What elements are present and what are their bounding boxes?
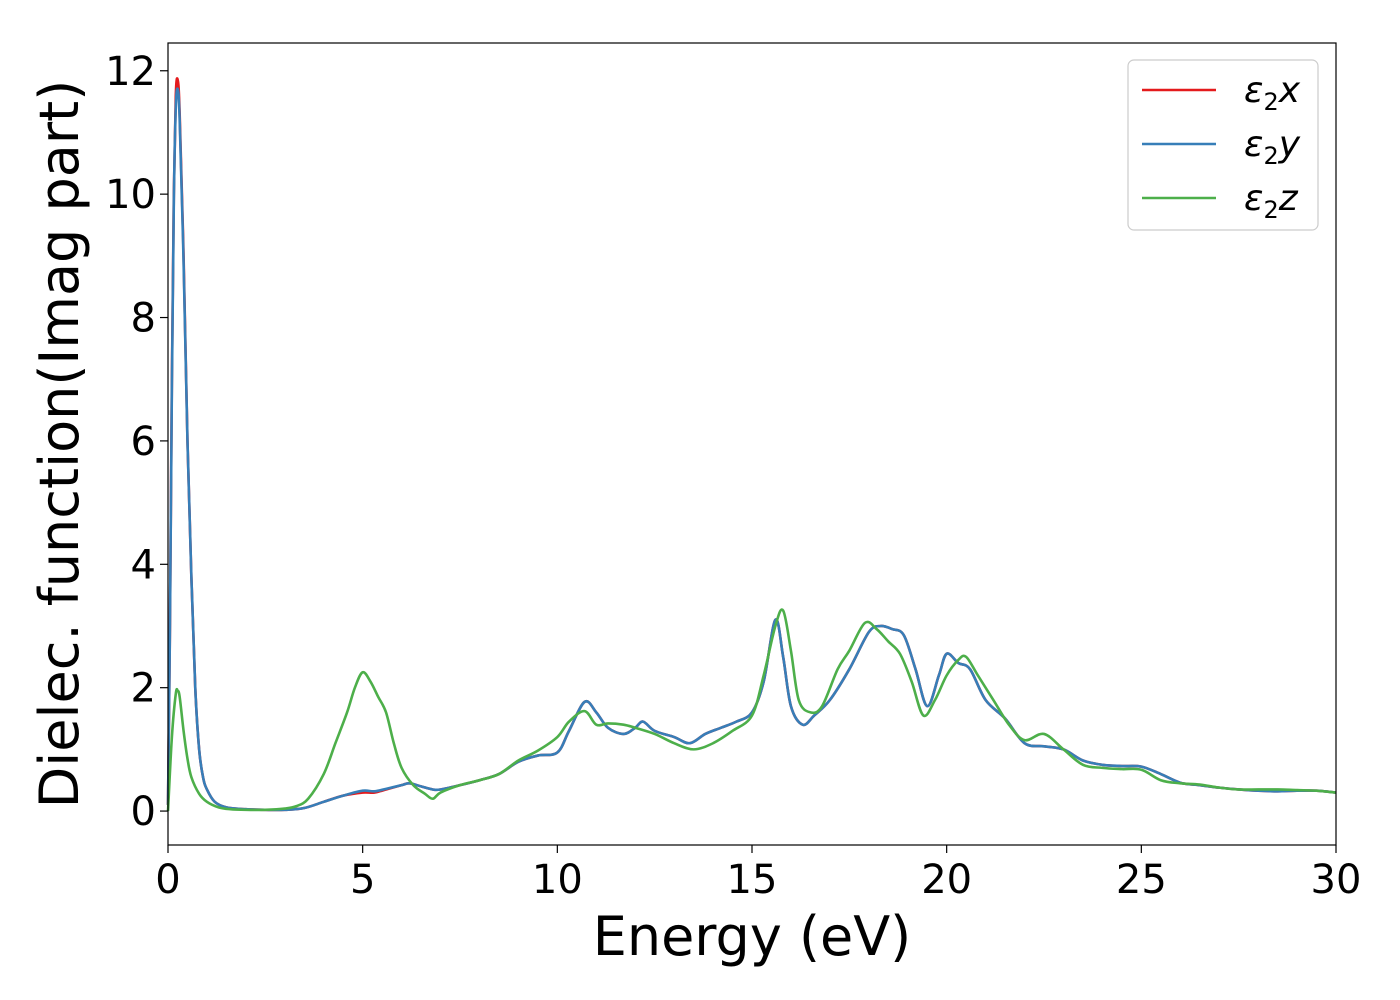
x-tick-label: 25: [1116, 857, 1167, 903]
series-line-z: [166, 608, 1337, 812]
legend-label-sub: 2: [1263, 142, 1278, 170]
x-tick-label: 30: [1311, 857, 1362, 903]
legend-label-main: ε: [1244, 124, 1263, 165]
y-tick-label: 6: [131, 419, 156, 465]
y-tick-label: 12: [105, 49, 156, 95]
x-tick-label: 20: [921, 857, 972, 903]
x-tick-label: 15: [727, 857, 778, 903]
y-tick-label: 0: [131, 789, 156, 835]
legend-label-sub: 2: [1263, 88, 1278, 116]
series-layer: [166, 77, 1337, 812]
x-tick-label: 0: [155, 857, 180, 903]
legend-label-main: ε: [1244, 178, 1263, 219]
legend-label-x: ε2x: [1244, 70, 1301, 116]
y-axis: 0 2 4 6 8 10 12: [105, 49, 168, 835]
legend-box: [1127, 59, 1319, 231]
legend-label-main: ε: [1244, 70, 1263, 111]
legend-label-sub: 2: [1263, 196, 1278, 224]
y-tick-label: 10: [105, 172, 156, 218]
legend-label-tail: x: [1278, 70, 1301, 111]
legend-label-z: ε2z: [1244, 178, 1299, 224]
x-tick-label: 5: [350, 857, 375, 903]
y-axis-label: Dielec. function(Imag part): [28, 80, 91, 809]
y-tick-label: 4: [131, 542, 156, 588]
y-tick-label: 8: [131, 296, 156, 342]
legend-label-tail: z: [1278, 178, 1299, 219]
x-axis: 0 5 10 15 20 25 30: [155, 845, 1361, 903]
x-axis-label: Energy (eV): [593, 905, 912, 968]
legend-label-y: ε2y: [1244, 124, 1301, 170]
x-tick-label: 10: [532, 857, 583, 903]
legend-label-tail: y: [1278, 124, 1301, 165]
y-tick-label: 2: [131, 666, 156, 712]
